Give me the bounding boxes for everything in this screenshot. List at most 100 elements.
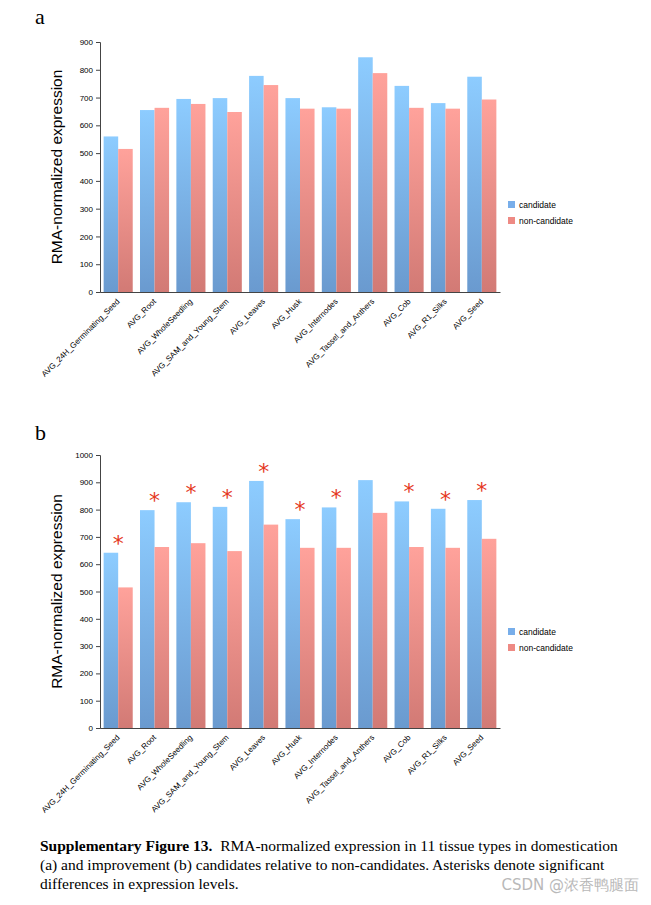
x-tick: AVG_Tassel_and_Anthers [304,728,376,805]
chart-panel: 0100200300400500600700800900AVG_24H_Germ… [40,38,501,379]
bar [285,519,300,728]
bars [104,480,497,728]
x-tick-label: AVG_Root [125,296,159,330]
bar [176,502,191,728]
y-tick-label: 700 [80,94,94,103]
bar [395,86,410,292]
bar [482,539,497,728]
y-tick-label: 800 [80,506,94,515]
y-axis-line [96,456,101,729]
y-tick-mark [96,646,100,647]
bar [104,136,119,292]
bar [300,109,315,292]
bar [322,107,337,292]
x-tick: AVG_Root [125,728,159,766]
bar [264,525,279,728]
x-axis-line [101,292,501,293]
y-tick-mark [96,455,100,456]
bar [373,513,388,728]
x-tick: AVG_Seed [451,292,485,331]
y-tick: 600 [80,560,100,569]
chart-panel: 01002003004005006007008009001000AVG_24H_… [40,451,501,815]
y-tick-label: 500 [80,149,94,158]
y-tick: 0 [89,288,100,297]
bar [467,500,482,728]
significance-marker: * [113,531,124,556]
significance-marker: * [258,459,269,484]
bar [155,547,170,728]
legend: candidate non-candidate [508,627,573,653]
y-tick-mark [96,70,100,71]
panel-title: a [35,4,45,29]
bar [395,501,410,728]
x-tick: AVG_Root [125,292,159,330]
bar [118,587,133,728]
significance-marker: * [331,485,342,510]
x-axis: AVG_24H_Germinating_SeedAVG_RootAVG_Whol… [40,292,501,379]
bar [285,98,300,292]
y-tick: 800 [80,506,100,515]
y-tick-mark [96,482,100,483]
y-tick: 200 [80,669,100,678]
legend: candidatenon-candidate [508,200,573,226]
y-tick: 300 [80,205,100,214]
bar [140,110,155,292]
bars [104,57,497,292]
y-tick: 200 [80,233,100,242]
legend-swatch [508,201,515,208]
legend-label: non-candidate [519,643,573,653]
panel-title: b [35,420,46,445]
y-tick-mark [96,701,100,702]
bar [140,510,155,728]
x-tick: AVG_Leaves [228,728,267,772]
x-tick-label: AVG_SAM_and_Young_Stem [149,733,230,814]
bar [409,547,424,728]
x-tick-label: AVG_24H_Germinating_Seed [40,297,122,379]
bar [409,108,424,292]
y-tick-label: 600 [80,560,94,569]
x-tick: AVG_Husk [269,292,304,331]
significance-marker: * [295,497,306,522]
y-tick-label: 300 [80,642,94,651]
y-tick-mark [96,619,100,620]
x-tick-label: AVG_24H_Germinating_Seed [40,733,122,815]
x-tick-label: AVG_Leaves [228,733,267,772]
y-tick: 100 [80,260,100,269]
bar [104,553,119,728]
y-axis: 0100200300400500600700800900 [80,38,101,297]
legend-swatch [508,217,515,224]
bar [431,103,446,292]
bar [213,507,228,728]
legend-item: candidate [508,627,556,637]
bar [227,551,242,728]
y-tick: 100 [80,697,100,706]
bar [358,57,373,292]
y-tick-label: 500 [80,588,94,597]
y-tick-mark [96,564,100,565]
legend-swatch [508,628,515,635]
y-tick-mark [96,153,100,154]
bar [249,76,264,292]
bar [336,109,351,292]
significance-marker: * [185,480,196,505]
legend-item: candidate [508,200,556,210]
y-axis-title: RMA-normalized expression [48,494,65,689]
bar [155,108,170,292]
bar [431,509,446,728]
bar [445,548,460,728]
caption-label: Supplementary Figure 13. [40,837,212,854]
y-tick-mark [96,264,100,265]
y-tick: 900 [80,478,100,487]
x-tick: AVG_Leaves [228,292,267,336]
x-tick-label: AVG_Root [125,732,159,766]
bar [358,480,373,728]
y-tick-mark [96,42,100,43]
y-tick: 0 [89,724,100,733]
y-tick-mark [96,673,100,674]
y-tick: 700 [80,94,100,103]
significance-marker: * [222,485,233,510]
x-tick-label: AVG_R1_Silks [405,297,448,340]
x-tick-label: AVG_Cob [381,297,413,329]
y-tick-label: 0 [89,288,94,297]
x-tick: AVG_R1_Silks [405,728,448,776]
